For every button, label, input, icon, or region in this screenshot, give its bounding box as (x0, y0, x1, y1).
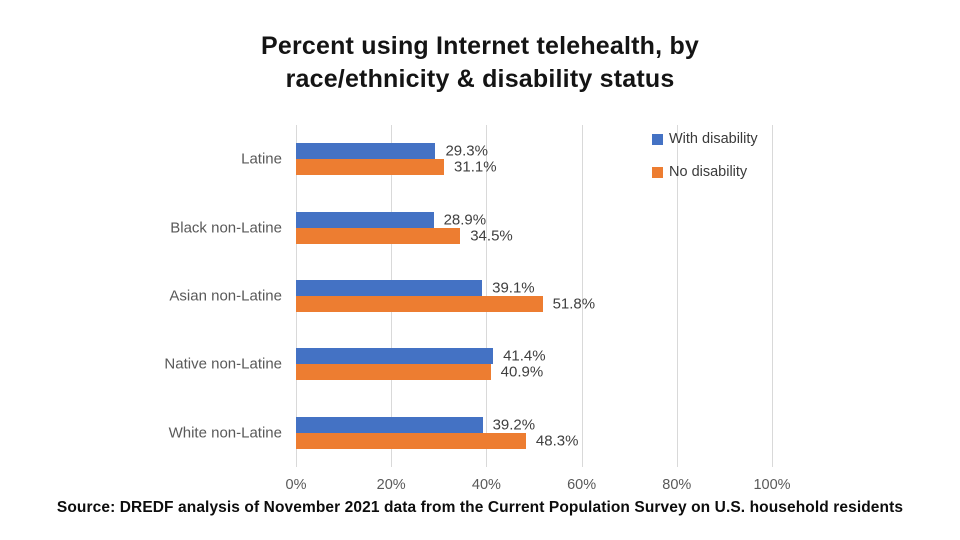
x-axis-tick-label: 60% (567, 477, 597, 493)
value-label: 51.8% (552, 295, 596, 313)
value-label: 39.1% (492, 279, 535, 297)
x-axis-tick-label: 100% (753, 477, 791, 493)
value-label: 41.4% (503, 347, 546, 365)
value-label: 29.3% (445, 142, 488, 160)
category-label: Native non-Latine (164, 355, 282, 373)
bar-with-disability: 29.3% (296, 143, 488, 160)
bar-with-disability: 28.9% (296, 211, 486, 228)
plot-area: 0% 20% 40% 60% 80% 100% Latine 29.3% 31.1% Black … (164, 125, 791, 493)
value-label: 28.9% (443, 211, 487, 229)
bar-with-disability: 39.2% (296, 416, 535, 433)
value-label: 31.1% (454, 158, 497, 176)
category-label: White non-Latine (168, 424, 282, 442)
bar-no-disability: 34.5% (296, 227, 513, 244)
legend-item-with-disability: With disability (652, 131, 758, 147)
category-row: Native non-Latine 41.4% 40.9% (164, 330, 772, 398)
x-axis-tick-label: 40% (471, 477, 501, 493)
category-row: Black non-Latine 28.9% 34.5% (170, 193, 772, 261)
chart-legend: With disability No disability (652, 131, 758, 180)
legend-label: With disability (669, 131, 758, 147)
bar-no-disability: 48.3% (296, 432, 578, 449)
category-row: Asian non-Latine 39.1% 51.8% (169, 262, 772, 330)
value-label: 40.9% (500, 363, 544, 381)
x-axis-tick-label: 80% (662, 477, 692, 493)
bar-with-disability: 39.1% (296, 279, 535, 296)
gridline (772, 125, 773, 467)
legend-swatch-icon (652, 166, 663, 178)
bar-with-disability: 41.4% (296, 348, 546, 365)
value-label: 48.3% (535, 432, 579, 450)
chart-title: Percent using Internet telehealth, by ra… (0, 30, 960, 95)
chart-title-line1: Percent using Internet telehealth, by (260, 32, 700, 60)
category-row: Latine 29.3% 31.1% (241, 125, 772, 193)
legend-swatch-icon (652, 133, 663, 145)
value-label: 39.2% (492, 416, 536, 434)
x-axis-tick-label: 0% (285, 477, 307, 493)
legend-label: No disability (669, 164, 748, 180)
category-row: White non-Latine 39.2% 48.3% (169, 399, 772, 467)
category-label: Latine (241, 150, 282, 168)
bar-no-disability: 51.8% (296, 295, 595, 312)
value-label: 34.5% (470, 227, 513, 245)
gridline (676, 125, 678, 467)
chart-title-line2: race/ethnicity & disability status (285, 64, 675, 93)
legend-item-no-disability: No disability (652, 164, 758, 180)
category-label: Asian non-Latine (169, 287, 282, 305)
x-axis-tick-label: 20% (376, 477, 406, 493)
gridline (581, 125, 583, 467)
bar-no-disability: 40.9% (296, 364, 543, 381)
bar-no-disability: 31.1% (296, 159, 497, 176)
category-label: Black non-Latine (170, 219, 282, 237)
source-note: Source: DREDF analysis of November 2021 … (56, 499, 904, 516)
